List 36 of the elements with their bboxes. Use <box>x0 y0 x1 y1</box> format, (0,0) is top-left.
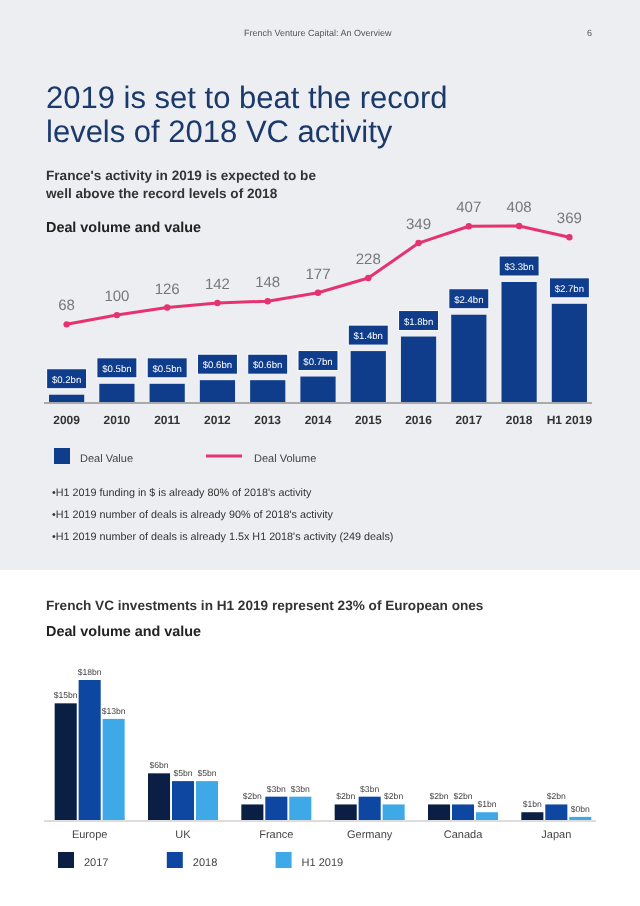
bar <box>501 282 537 402</box>
point <box>264 298 271 305</box>
bar <box>99 383 135 402</box>
bar <box>241 804 264 820</box>
point <box>113 311 121 319</box>
chart-title: 2019 is set to beat the record levels of 2018 VC activity <box>46 82 448 150</box>
bar <box>400 336 437 402</box>
bar <box>334 804 357 820</box>
bar <box>250 380 286 402</box>
bar <box>300 376 336 402</box>
bar <box>148 773 171 820</box>
bar <box>475 812 498 820</box>
bar <box>551 303 587 402</box>
point <box>163 304 171 311</box>
bar <box>289 796 312 820</box>
bar <box>171 781 195 820</box>
bar <box>428 804 451 820</box>
bar <box>199 380 236 402</box>
point <box>214 299 221 307</box>
bar <box>521 812 544 820</box>
bar <box>382 804 405 820</box>
point <box>63 321 70 328</box>
point <box>314 289 322 297</box>
bar <box>49 394 85 402</box>
bar <box>149 383 185 402</box>
bar <box>451 804 475 820</box>
bar <box>265 796 288 820</box>
bar <box>102 718 125 820</box>
bar <box>54 703 77 820</box>
point <box>365 274 372 282</box>
bar <box>358 796 381 820</box>
bar <box>195 781 218 820</box>
bar <box>451 314 487 402</box>
bar <box>78 680 101 820</box>
bar <box>545 804 568 820</box>
bar <box>350 351 386 402</box>
